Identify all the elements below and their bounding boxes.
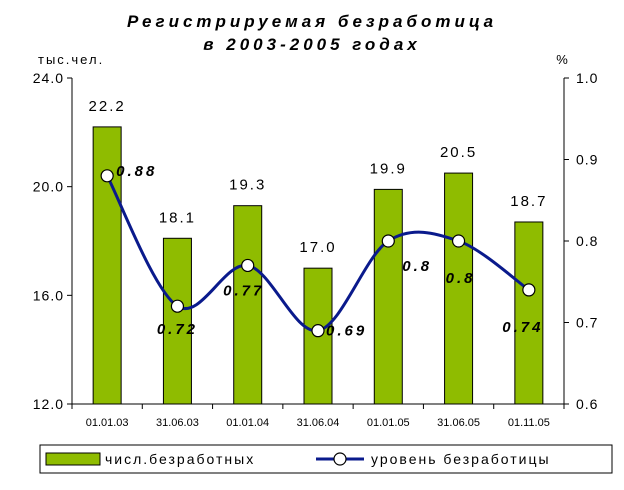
chart-title-line-2: в 2003-2005 годах: [203, 35, 421, 54]
chart-title-line-1: Регистрируемая безработица: [126, 12, 498, 31]
bars-layer: [92, 126, 544, 405]
legend-line-marker: [333, 452, 347, 466]
right-tick-label: 0.9: [576, 152, 598, 168]
x-tick-label: 01.01.05: [367, 417, 410, 429]
line-value-label: 0.8: [446, 270, 476, 287]
x-tick-label: 31.06.04: [297, 417, 340, 429]
legend-line-label: уровень безработицы: [371, 451, 551, 467]
line-value-label: 0.8: [402, 258, 432, 275]
x-tick-label: 31.06.03: [156, 417, 199, 429]
legend-bar-label: числ.безработных: [105, 451, 255, 467]
bar-value-label: 17.0: [299, 239, 336, 256]
right-tick-label: 0.8: [576, 233, 598, 249]
bar-value-label: 19.3: [229, 177, 266, 194]
line-point: [522, 283, 536, 297]
line-value-label: 0.88: [116, 163, 157, 180]
bar-value-label: 18.1: [159, 209, 196, 226]
left-tick-label: 24.0: [33, 70, 64, 86]
line-layer: [100, 169, 536, 338]
line-point: [100, 169, 114, 183]
bar: [162, 237, 192, 405]
bar: [444, 172, 474, 405]
line-value-label: 0.69: [326, 323, 367, 340]
line-point: [381, 234, 395, 248]
x-tick-label: 01.01.04: [226, 417, 269, 429]
line-value-label: 0.77: [223, 282, 264, 299]
right-tick-label: 0.7: [576, 315, 598, 331]
right-axis-unit: %: [556, 52, 568, 67]
line-point: [241, 258, 255, 273]
bar: [514, 221, 544, 405]
legend-bar-swatch: [45, 452, 101, 466]
right-tick-label: 0.6: [576, 396, 598, 412]
line-point: [170, 299, 185, 313]
bar-value-label: 22.2: [89, 98, 126, 115]
bar: [373, 188, 403, 405]
line-value-label: 0.72: [157, 321, 198, 338]
left-tick-label: 12.0: [33, 396, 64, 412]
line-point: [451, 234, 466, 248]
x-tick-label: 01.01.03: [86, 417, 129, 429]
x-tick-label: 31.06.05: [437, 417, 480, 429]
line-point: [311, 324, 325, 338]
line-value-label: 0.74: [502, 319, 543, 336]
bar-value-label: 19.9: [370, 160, 407, 177]
legend: числ.безработных уровень безработицы: [39, 444, 613, 474]
right-tick-label: 1.0: [576, 70, 598, 86]
left-tick-label: 20.0: [33, 179, 64, 195]
axes-layer: 12.0 16.0 20.0 24.0 0.6 0.7 0.8 0.9 1.0 01.01.03 3…: [33, 52, 598, 429]
x-tick-label: 01.11.05: [508, 417, 550, 429]
left-tick-label: 16.0: [33, 287, 64, 303]
left-axis-unit: тыс.чел.: [38, 52, 104, 67]
bar: [233, 205, 263, 405]
bar-value-label: 20.5: [440, 144, 477, 161]
labels-layer: 22.2 18.1 19.3 17.0 19.9 20.5 18.7 0.88 0.72 0.77…: [89, 98, 547, 340]
bar-value-label: 18.7: [510, 193, 547, 210]
